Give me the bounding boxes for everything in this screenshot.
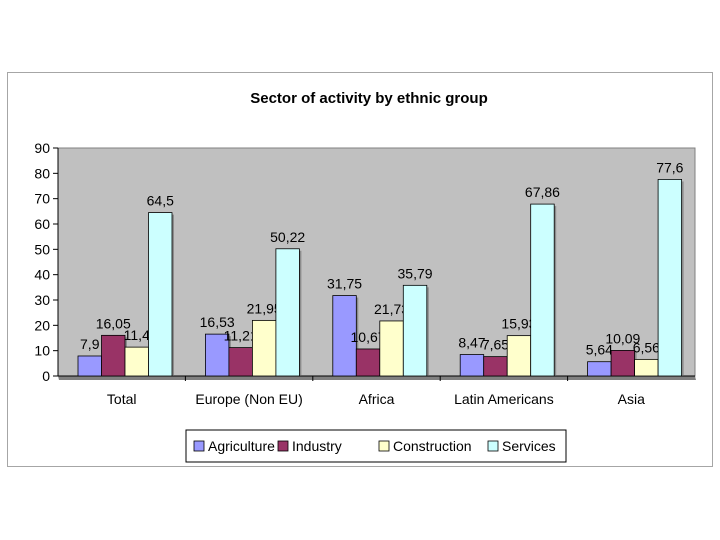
legend-box [185, 429, 567, 463]
legend-swatch [193, 440, 205, 452]
chart-title: Sector of activity by ethnic group [250, 90, 488, 107]
bar-chart: Sector of activity by ethnic group 0 10 20… [34, 90, 696, 463]
bar [634, 358, 659, 377]
y-tick-label: 30 [34, 292, 50, 308]
data-label: 77,6 [656, 159, 683, 175]
data-label: 11,21 [224, 328, 258, 344]
data-label: 21,95 [247, 300, 282, 316]
data-label: 21,73 [374, 301, 409, 317]
y-tick-label: 50 [34, 241, 50, 257]
x-tick-label: Europe (Non EU) [195, 391, 302, 407]
data-label: 64,5 [147, 193, 174, 209]
data-label: 7,65 [482, 337, 509, 353]
x-tick-label: Total [107, 391, 137, 407]
bar [275, 248, 300, 377]
data-label: 16,53 [200, 314, 235, 330]
data-label: 31,75 [327, 276, 362, 292]
x-tick-label: Asia [618, 391, 645, 407]
bar [228, 347, 253, 377]
y-tick-label: 60 [34, 216, 50, 232]
y-tick-label: 20 [34, 317, 50, 333]
data-label: 50,22 [270, 229, 305, 245]
y-tick-label: 0 [42, 368, 50, 384]
bar [355, 348, 381, 377]
bar [379, 320, 404, 377]
bar [332, 295, 357, 377]
legend-label: Construction [393, 438, 472, 454]
data-label: 6,56 [633, 339, 660, 355]
legend-swatch [487, 440, 499, 452]
legend-label: Agriculture [208, 438, 275, 454]
bar [251, 319, 277, 377]
bar [402, 284, 428, 377]
bar [124, 346, 149, 377]
bar [459, 354, 485, 377]
bar [657, 179, 682, 377]
data-label: 15,93 [501, 316, 536, 332]
x-tick-label: Latin Americans [454, 391, 554, 407]
legend-swatch [378, 440, 390, 452]
y-tick-label: 80 [34, 165, 50, 181]
data-label: 8,47 [458, 335, 485, 351]
data-label: 35,79 [398, 265, 433, 281]
bar [587, 361, 612, 377]
y-tick-label: 40 [34, 267, 50, 283]
y-tick-label: 70 [34, 191, 50, 207]
bar [101, 334, 126, 377]
y-tick-label: 90 [34, 140, 50, 156]
legend-label: Services [502, 438, 556, 454]
x-tick-label: Africa [359, 391, 395, 407]
legend-label: Industry [292, 438, 342, 454]
data-label: 67,86 [525, 184, 560, 200]
bar [610, 350, 635, 377]
legend: Agriculture Industry Construction Services [185, 429, 567, 463]
bar [506, 335, 532, 377]
chart-frame: Sector of activity by ethnic group 0 10 20… [7, 72, 713, 467]
bar [483, 356, 508, 377]
legend-swatch [277, 440, 289, 452]
data-label: 10,09 [605, 330, 640, 346]
bar [148, 212, 173, 377]
data-label: 5,64 [586, 342, 613, 358]
data-label: 7,9 [80, 336, 100, 352]
data-label: 16,05 [96, 315, 131, 331]
plot-floor [58, 376, 696, 380]
bar [530, 203, 555, 377]
bar [77, 355, 102, 377]
data-label: 10,67 [351, 329, 386, 345]
y-tick-label: 10 [34, 343, 50, 359]
data-label: 11,4 [124, 327, 150, 343]
